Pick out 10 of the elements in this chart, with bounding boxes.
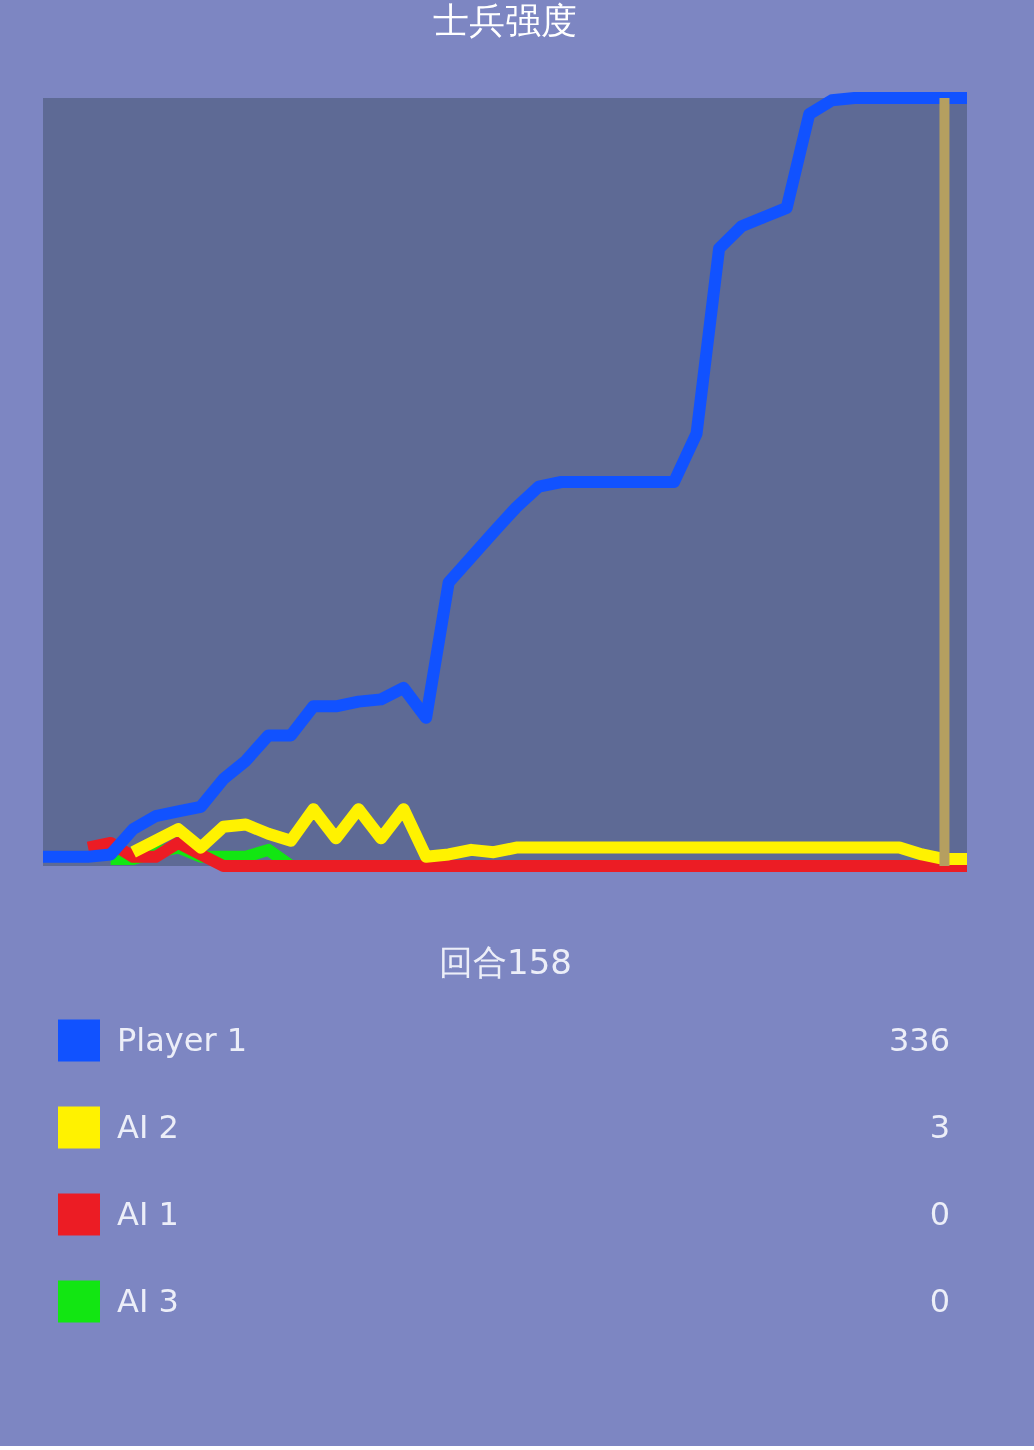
legend-label: AI 3 (117, 1281, 179, 1320)
legend-label: Player 1 (117, 1020, 248, 1059)
chart-title: 士兵强度 (433, 0, 577, 41)
legend-label: AI 2 (117, 1107, 179, 1146)
x-axis-title: 回合158 (439, 941, 572, 982)
legend-label: AI 1 (117, 1194, 179, 1233)
text: 0 (929, 1281, 950, 1320)
text: 3 (929, 1107, 950, 1146)
text: 0 (929, 1194, 950, 1233)
text: 336 (888, 1020, 950, 1059)
